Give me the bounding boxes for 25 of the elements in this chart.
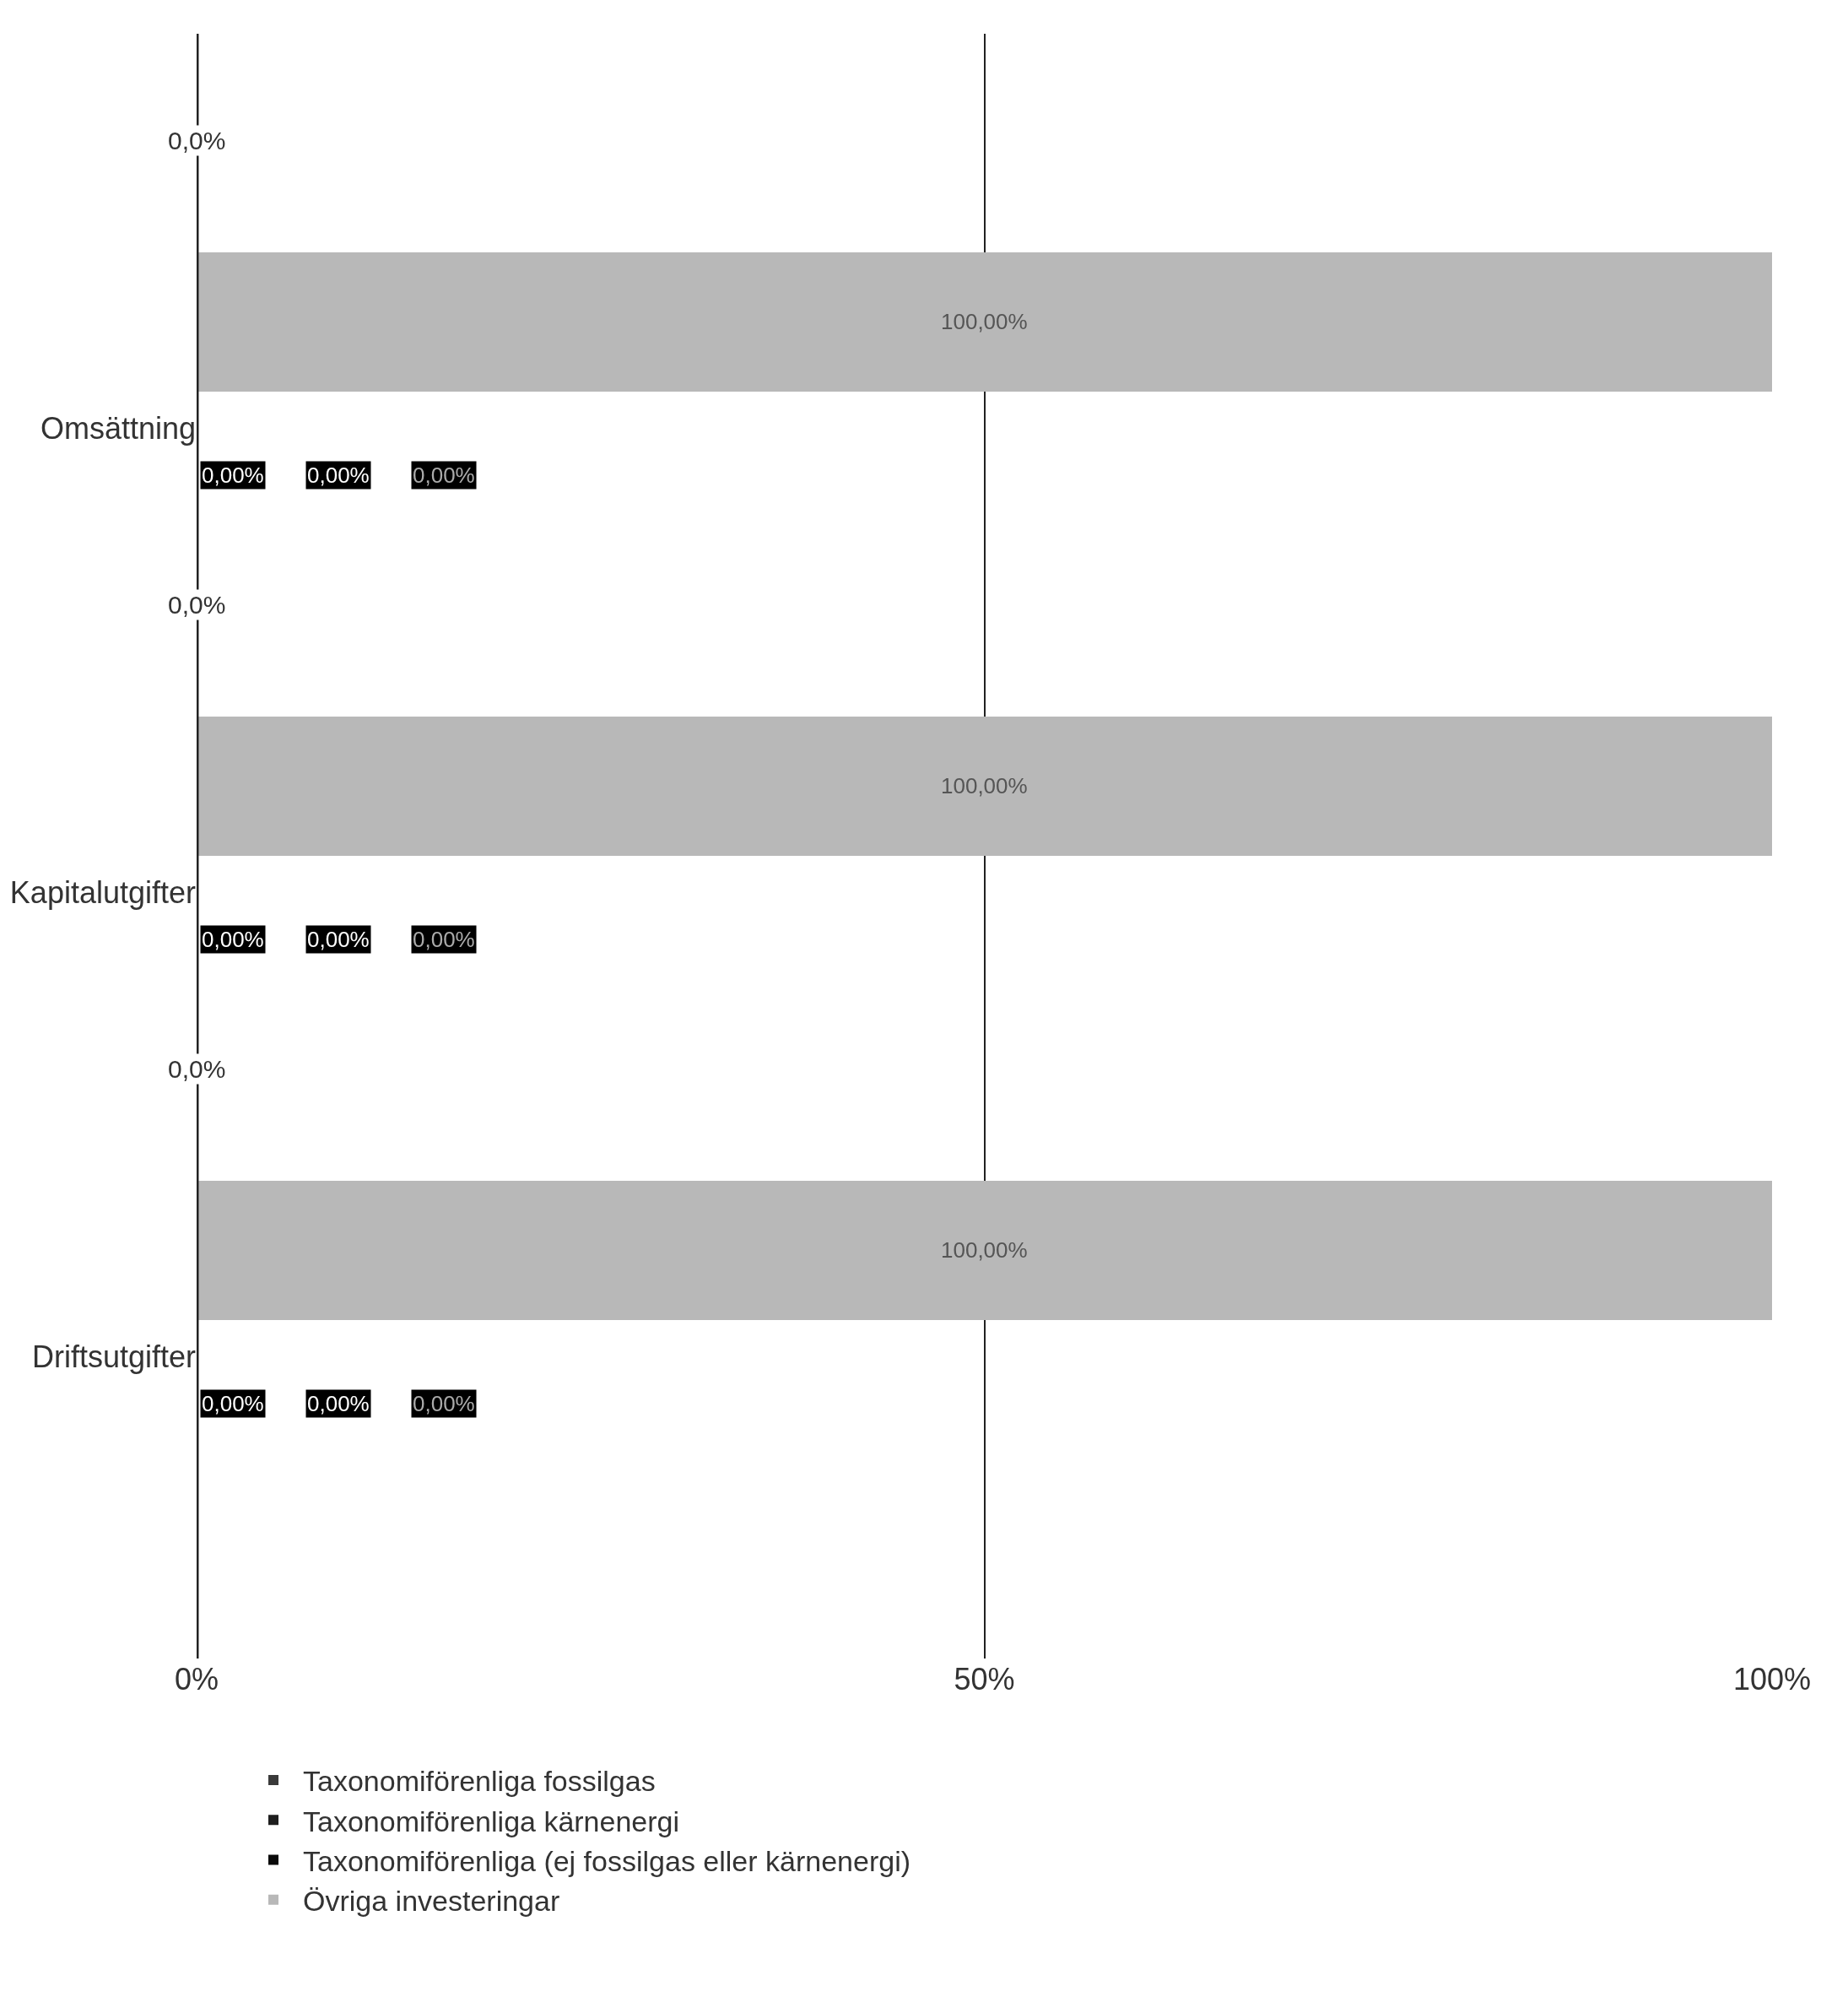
annotation: 0,00%	[413, 927, 475, 952]
x-tick-label: 50%	[954, 1662, 1015, 1696]
annotation: 0,00%	[202, 927, 264, 952]
annotation: 0,0%	[168, 591, 226, 619]
annotation: 0,00%	[413, 463, 475, 488]
y-tick-label: Kapitalutgifter	[9, 875, 196, 911]
annotation: 0,00%	[413, 1391, 475, 1416]
y-tick-label: Omsättning	[40, 411, 196, 446]
legend-label: Taxonomiförenliga kärnenergi	[303, 1805, 680, 1837]
legend-label: Övriga investeringar	[303, 1884, 560, 1917]
x-tick-label: 0%	[174, 1662, 219, 1696]
y-tick-label: Driftsutgifter	[31, 1339, 197, 1375]
annotation: 0,00%	[307, 463, 370, 488]
legend-label: Taxonomiförenliga (ej fossilgas eller kärnenergi)	[303, 1844, 911, 1877]
annotation: 0,00%	[202, 1391, 264, 1416]
annotation: 0,0%	[168, 127, 226, 154]
x-tick-label: 100%	[1732, 1662, 1812, 1696]
data-label: 100,00%	[941, 309, 1028, 334]
data-label: 100,00%	[941, 773, 1028, 798]
annotation: 0,00%	[307, 1391, 370, 1416]
data-label: 100,00%	[941, 1237, 1028, 1263]
annotation: 0,00%	[307, 927, 370, 952]
annotation: 0,0%	[168, 1055, 226, 1083]
annotation: 0,00%	[202, 463, 264, 488]
legend-label: Taxonomiförenliga fossilgas	[303, 1765, 656, 1798]
